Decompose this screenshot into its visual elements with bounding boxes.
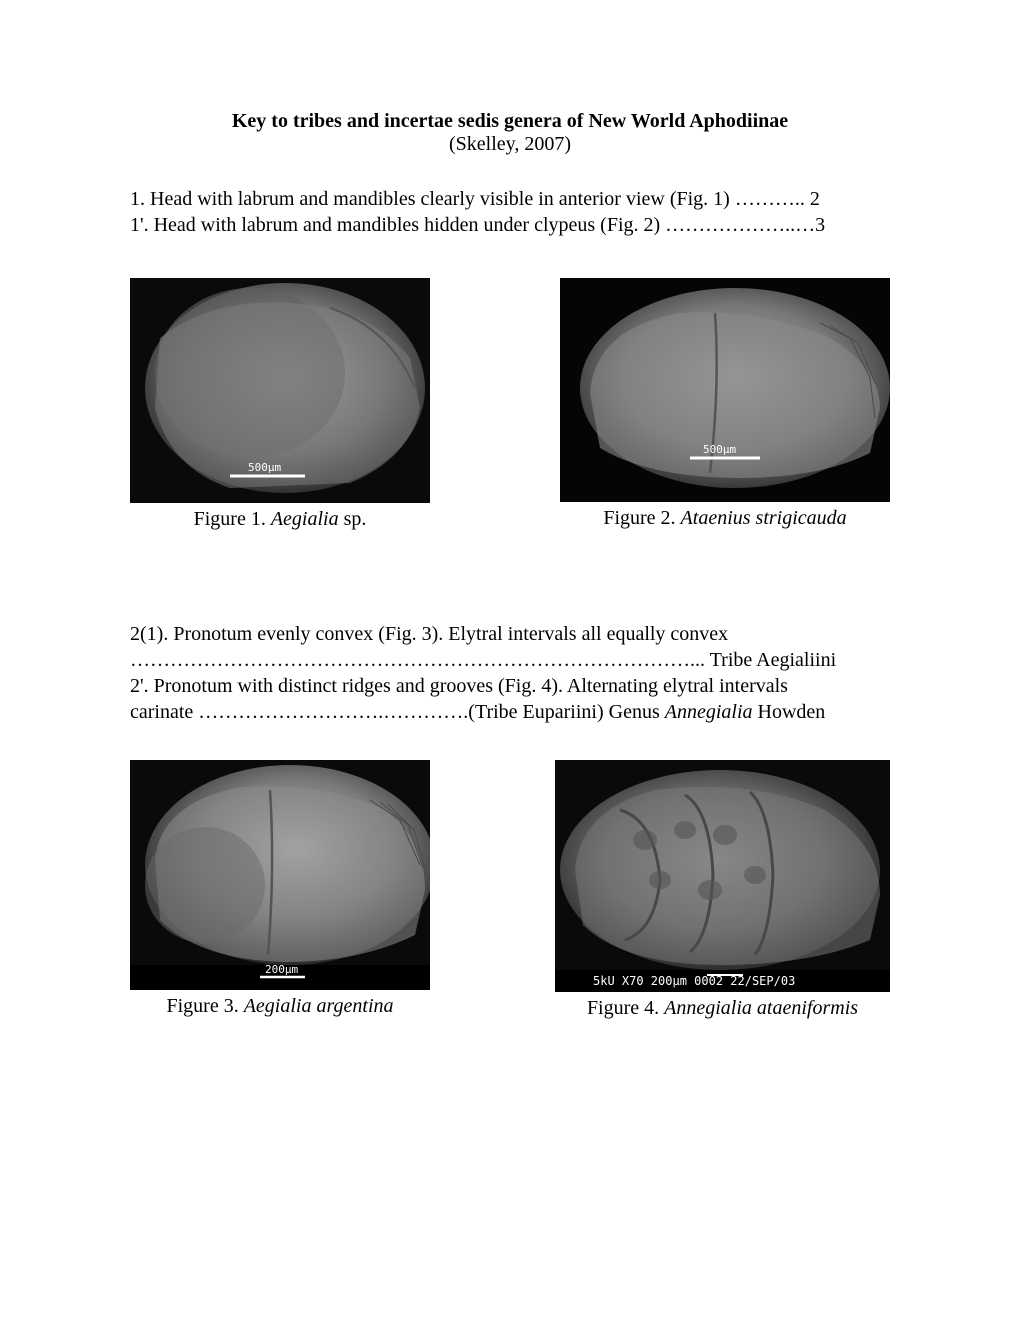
figure-4-caption: Figure 4. Annegialia ataeniformis <box>587 997 858 1020</box>
key-line-2d: carinate ……………………….………….(Tribe Eupariini… <box>130 699 890 725</box>
key-line-2d-post: Howden <box>753 701 826 723</box>
scale-bar-label: 500μm <box>248 461 281 474</box>
figures-row-2: 200μm Figure 3. Aegialia argentina <box>130 760 890 1020</box>
figure-1: 500μm Figure 1. Aegialia sp. <box>130 278 430 531</box>
key-line-1-prime: 1'. Head with labrum and mandibles hidde… <box>130 212 890 238</box>
figure-3-num: Figure 3. <box>166 995 243 1017</box>
figure-1-num: Figure 1. <box>194 508 271 530</box>
key-line-2d-genus: Annegialia <box>665 701 753 723</box>
key-line-2c: 2'. Pronotum with distinct ridges and gr… <box>130 673 890 699</box>
figure-2-species: Ataenius strigicauda <box>681 507 847 529</box>
figure-1-species: Aegialia <box>271 508 339 530</box>
figure-3-image: 200μm <box>130 760 430 990</box>
figure-1-image: 500μm <box>130 278 430 503</box>
figure-2-image: 500μm <box>560 278 890 502</box>
key-line-2a: 2(1). Pronotum evenly convex (Fig. 3). E… <box>130 621 890 647</box>
figure-4: 5kU X70 200μm 0002 22/SEP/03 Figure 4. A… <box>555 760 890 1020</box>
figure-2-num: Figure 2. <box>603 507 680 529</box>
figure-3: 200μm Figure 3. Aegialia argentina <box>130 760 430 1020</box>
author-citation: (Skelley, 2007) <box>130 133 890 156</box>
figure-4-num: Figure 4. <box>587 997 664 1019</box>
key-line-1: 1. Head with labrum and mandibles clearl… <box>130 186 890 212</box>
page-title: Key to tribes and incertae sedis genera … <box>130 110 890 133</box>
key-line-2d-pre: carinate ……………………….………….(Tribe Eupariini… <box>130 701 665 723</box>
figure-4-image: 5kU X70 200μm 0002 22/SEP/03 <box>555 760 890 992</box>
scale-bar-label: 200μm <box>265 963 298 976</box>
key-line-2b: …………………………………………………………………………... Tribe Ae… <box>130 647 890 673</box>
key-couplet-1: 1. Head with labrum and mandibles clearl… <box>130 186 890 238</box>
figure-3-caption: Figure 3. Aegialia argentina <box>166 995 393 1018</box>
figure-1-post: sp. <box>339 508 367 530</box>
sem-info-text: 5kU X70 200μm 0002 22/SEP/03 <box>593 974 795 988</box>
scale-bar-label: 500μm <box>703 443 736 456</box>
key-couplet-2: 2(1). Pronotum evenly convex (Fig. 3). E… <box>130 621 890 725</box>
figure-4-species: Annegialia ataeniformis <box>664 997 858 1019</box>
figure-2: 500μm Figure 2. Ataenius strigicauda <box>560 278 890 531</box>
figure-3-species: Aegialia argentina <box>244 995 394 1017</box>
title-block: Key to tribes and incertae sedis genera … <box>130 110 890 156</box>
figure-2-caption: Figure 2. Ataenius strigicauda <box>603 507 846 530</box>
figure-1-caption: Figure 1. Aegialia sp. <box>194 508 367 531</box>
figures-row-1: 500μm Figure 1. Aegialia sp. 50 <box>130 278 890 531</box>
